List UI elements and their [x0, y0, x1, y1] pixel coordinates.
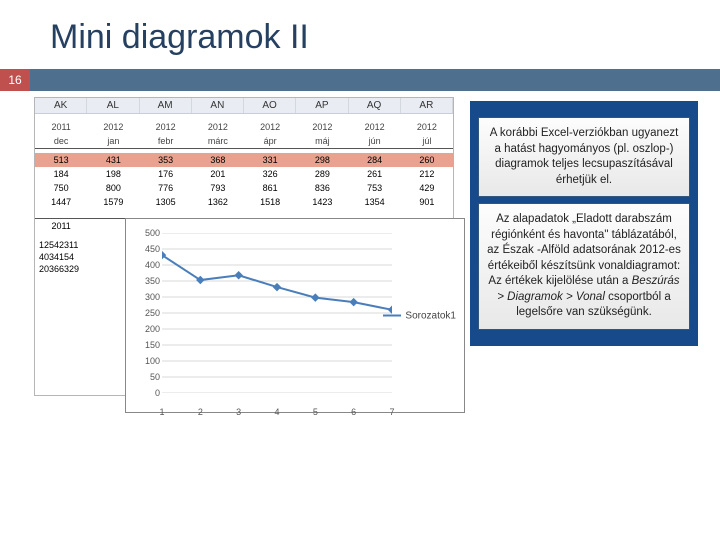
- cell: 326: [244, 167, 296, 181]
- side-panel: A korábbi Excel-verziókban ugyanezt a ha…: [470, 101, 698, 346]
- line-chart-svg: [162, 233, 392, 393]
- cell: 261: [349, 167, 401, 181]
- embedded-chart: 050100150200250300350400450500 1234567 S…: [125, 218, 465, 413]
- chart-legend: Sorozatok1: [383, 310, 456, 321]
- col-header: AN: [192, 98, 244, 113]
- cell: 1362: [192, 195, 244, 209]
- table-row: 1447 1579 1305 1362 1518 1423 1354 901: [35, 195, 453, 209]
- info-box-1: A korábbi Excel-verziókban ugyanezt a ha…: [478, 117, 690, 197]
- cell: 2012: [296, 120, 348, 134]
- cell: ápr: [244, 134, 296, 149]
- cell: 753: [349, 181, 401, 195]
- page-bar: 16: [0, 69, 720, 91]
- cell: 793: [192, 181, 244, 195]
- cell: 2012: [192, 120, 244, 134]
- cell: 298: [296, 153, 348, 167]
- cell: 2012: [140, 120, 192, 134]
- excel-col-headers: AK AL AM AN AO AP AQ AR: [35, 98, 453, 114]
- cell: 776: [140, 181, 192, 195]
- cell: dec: [35, 134, 87, 149]
- cell: 331: [244, 153, 296, 167]
- cell: 176: [140, 167, 192, 181]
- legend-label: Sorozatok1: [405, 310, 456, 321]
- slide-title: Mini diagramok II: [0, 0, 720, 69]
- col-header: AQ: [349, 98, 401, 113]
- col-header: AP: [296, 98, 348, 113]
- cell: 2012: [401, 120, 453, 134]
- cell: márc: [192, 134, 244, 149]
- cell: 901: [401, 195, 453, 209]
- cell: 353: [140, 153, 192, 167]
- table-row: 750 800 776 793 861 836 753 429: [35, 181, 453, 195]
- col-header: AO: [244, 98, 296, 113]
- cell: 212: [401, 167, 453, 181]
- page-number: 16: [0, 69, 30, 91]
- cell: 289: [296, 167, 348, 181]
- cell: 2012: [349, 120, 401, 134]
- cell: 260: [401, 153, 453, 167]
- cell: 513: [35, 153, 87, 167]
- col-header: AM: [140, 98, 192, 113]
- cell: 1447: [35, 195, 87, 209]
- cell: 201: [192, 167, 244, 181]
- cell: 1518: [244, 195, 296, 209]
- info-box-2: Az alapadatok „Eladott darabszám régiónk…: [478, 203, 690, 330]
- col-header: AK: [35, 98, 87, 113]
- cell: 198: [87, 167, 139, 181]
- cell: 861: [244, 181, 296, 195]
- cell: 2012: [244, 120, 296, 134]
- cell: 836: [296, 181, 348, 195]
- cell: 800: [87, 181, 139, 195]
- cell: 2011: [35, 120, 87, 134]
- cell: 429: [401, 181, 453, 195]
- excel-screenshot: AK AL AM AN AO AP AQ AR 2011 2012 2012 2…: [34, 97, 454, 396]
- cell: 2012: [87, 120, 139, 134]
- cell: 1305: [140, 195, 192, 209]
- cell: máj: [296, 134, 348, 149]
- cell: jan: [87, 134, 139, 149]
- table-row: 184 198 176 201 326 289 261 212: [35, 167, 453, 181]
- cell: júl: [401, 134, 453, 149]
- cell: febr: [140, 134, 192, 149]
- cell: 368: [192, 153, 244, 167]
- col-header: AR: [401, 98, 453, 113]
- cell: jún: [349, 134, 401, 149]
- cell: 1354: [349, 195, 401, 209]
- cell: 184: [35, 167, 87, 181]
- cell: 1423: [296, 195, 348, 209]
- cell: 750: [35, 181, 87, 195]
- cell: 431: [87, 153, 139, 167]
- month-row: dec jan febr márc ápr máj jún júl: [35, 134, 453, 149]
- page-bar-line: [30, 69, 720, 91]
- legend-swatch-icon: [383, 315, 401, 317]
- cell: 284: [349, 153, 401, 167]
- table-row: 513 431 353 368 331 298 284 260: [35, 153, 453, 167]
- cell: 2011: [35, 219, 87, 233]
- cell: 1579: [87, 195, 139, 209]
- col-header: AL: [87, 98, 139, 113]
- year-row: 2011 2012 2012 2012 2012 2012 2012 2012: [35, 120, 453, 134]
